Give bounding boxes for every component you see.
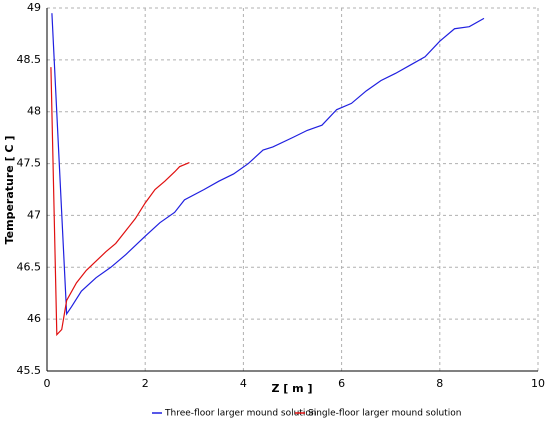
y-axis-label: Temperature [ C ] xyxy=(3,136,16,245)
x-tick-label: 2 xyxy=(142,377,149,390)
x-tick-label: 6 xyxy=(338,377,345,390)
x-tick-label: 10 xyxy=(531,377,545,390)
x-tick-label: 8 xyxy=(436,377,443,390)
y-tick-label: 47 xyxy=(27,208,41,221)
y-tick-label: 47.5 xyxy=(17,157,42,170)
series-line xyxy=(51,13,485,316)
x-tick-label: 4 xyxy=(240,377,247,390)
y-tick-label: 46 xyxy=(27,312,41,325)
legend-label: Three-floor larger mound solution xyxy=(164,409,317,419)
y-tick-label: 49 xyxy=(27,1,41,14)
series-line xyxy=(50,67,190,337)
x-tick-label: 0 xyxy=(44,377,51,390)
y-tick-label: 48.5 xyxy=(17,53,42,66)
legend-label: Single-floor larger mound solution xyxy=(308,409,461,419)
y-tick-label: 45.5 xyxy=(17,364,42,377)
y-tick-label: 48 xyxy=(27,105,41,118)
y-tick-label: 46.5 xyxy=(17,260,42,273)
x-axis-label: Z [ m ] xyxy=(272,382,313,395)
